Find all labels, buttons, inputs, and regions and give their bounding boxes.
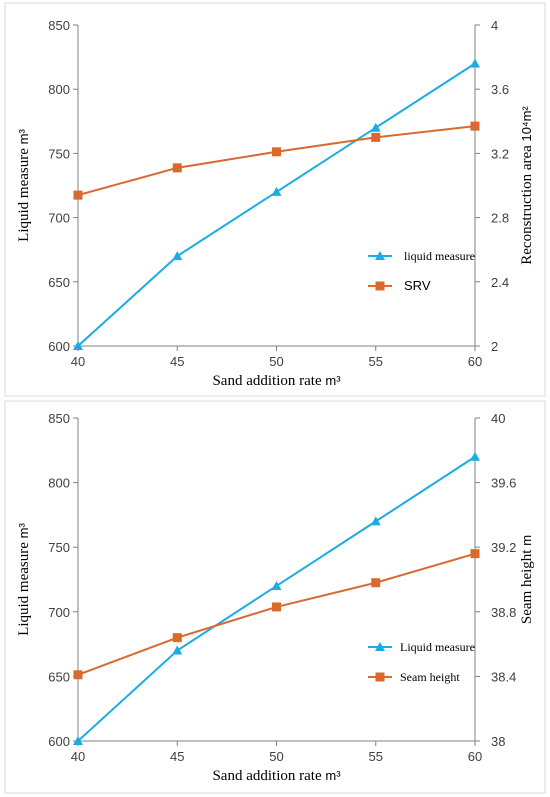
top-y-right-tick-label: 2.8: [491, 211, 509, 226]
top-x-tick-label: 45: [170, 354, 184, 369]
top-x-axis-title: Sand addition rate m³: [212, 373, 341, 389]
bottom-series-secondary-point: [470, 549, 480, 559]
bottom-series-secondary-point: [73, 670, 83, 680]
top-y-right-tick-label: 3.6: [491, 82, 509, 97]
bottom-chart-frame: [4, 400, 546, 794]
top-y-left-tick-label: 750: [48, 146, 70, 161]
bottom-y-left-title-text: Liquid measure: [16, 538, 32, 635]
chart-top-svg: 40 45 50 55 60 600 650 700 750 800 850 2 2.4 2.8 3.2 3.…: [4, 2, 546, 397]
bottom-series-liquid-measure-point: [470, 451, 480, 461]
chart-panel-top: 40 45 50 55 60 600 650 700 750 800 850 2 2.4 2.8 3.2 3.…: [4, 2, 546, 397]
bottom-x-axis-unit: m³: [325, 768, 341, 783]
top-y-left-tick-label: 850: [48, 18, 70, 33]
top-y-right-tick-label: 2: [491, 339, 498, 354]
top-x-tick-label: 50: [269, 354, 283, 369]
bottom-x-axis-title-text: Sand addition rate: [212, 768, 325, 784]
bottom-x-tick-label: 40: [71, 749, 85, 764]
top-series-secondary-point: [470, 121, 480, 131]
top-series-secondary-point: [371, 132, 381, 142]
bottom-y-left-title: Liquid measure m³: [16, 523, 32, 636]
bottom-x-tick-label: 45: [170, 749, 184, 764]
top-series-secondary-point: [272, 147, 281, 157]
top-x-axis-unit: m³: [325, 373, 341, 388]
top-x-tick-label: 40: [71, 354, 85, 369]
bottom-y-right-tick-label: 38.4: [491, 669, 516, 684]
bottom-x-tick-label: 60: [468, 749, 482, 764]
top-series-secondary-legend-label: SRV: [404, 278, 431, 293]
top-y-left-title-text: Liquid measure: [16, 144, 32, 241]
bottom-series-liquid-measure-point: [172, 645, 183, 655]
top-series-liquid-measure-point: [271, 186, 282, 196]
bottom-y-right-tick-label: 38.8: [491, 605, 516, 620]
bottom-y-left-tick-label: 700: [48, 605, 70, 620]
top-y-right-tick-label: 3.2: [491, 146, 509, 161]
bottom-series-liquid-measure-point: [271, 580, 282, 590]
top-y-right-tick-label: 2.4: [491, 275, 509, 290]
bottom-series-secondary-point: [172, 633, 182, 643]
top-y-left-tick-label: 600: [48, 339, 70, 354]
top-y-right-title-text: Reconstruction area: [519, 141, 535, 264]
bottom-x-tick-label: 50: [269, 749, 283, 764]
bottom-y-right-unit: m: [519, 535, 534, 546]
bottom-series-liquid-measure-point: [370, 516, 381, 526]
bottom-y-right-tick-label: 38: [491, 734, 505, 749]
top-series-liquid-measure-point: [172, 251, 183, 261]
bottom-y-right-tick-label: 40: [491, 411, 505, 426]
top-y-left-title: Liquid measure m³: [16, 129, 32, 242]
top-x-axis-title-text: Sand addition rate: [212, 373, 325, 389]
top-series-liquid-measure-point: [470, 58, 480, 68]
bottom-series-secondary-legend-marker: [375, 672, 385, 682]
bottom-series-liquid-measure-legend-marker: [375, 642, 385, 651]
top-y-right-title: Reconstruction area 10⁴m²: [519, 106, 535, 265]
top-y-left-unit: m³: [16, 129, 31, 145]
bottom-series-secondary-point: [371, 578, 381, 588]
chart-panel-bottom: 40 45 50 55 60 600 650 700 750 800 850 38 38.4 38.8 39…: [0, 399, 550, 797]
bottom-series-secondary-legend-label: Seam height: [400, 670, 460, 684]
top-y-left-tick-label: 650: [48, 275, 70, 290]
top-y-right-unit: 10⁴m²: [519, 106, 534, 142]
chart-bottom-svg: 40 45 50 55 60 600 650 700 750 800 850 38 38.4 38.8 39…: [4, 400, 546, 794]
bottom-series-secondary-point: [272, 602, 281, 612]
top-series-secondary-point: [172, 163, 182, 173]
top-y-left-tick-label: 700: [48, 211, 70, 226]
bottom-y-left-tick-label: 800: [48, 476, 70, 491]
bottom-y-right-tick-label: 39.2: [491, 540, 516, 555]
bottom-y-right-tick-label: 39.6: [491, 476, 516, 491]
top-x-tick-label: 55: [369, 354, 383, 369]
top-series-secondary-point: [73, 190, 83, 200]
top-series-liquid-measure-point: [73, 341, 83, 350]
bottom-x-tick-label: 55: [369, 749, 383, 764]
top-x-tick-label: 60: [468, 354, 482, 369]
top-series-liquid-measure-legend-label: liquid measure: [404, 249, 475, 263]
bottom-y-left-tick-label: 750: [48, 540, 70, 555]
bottom-y-left-unit: m³: [16, 523, 31, 539]
top-series-liquid-measure-legend-marker: [375, 251, 385, 260]
top-series-liquid-measure-point: [370, 122, 381, 132]
bottom-x-axis-title: Sand addition rate m³: [212, 768, 341, 784]
bottom-y-left-tick-label: 600: [48, 734, 70, 749]
top-series-secondary-legend-marker: [375, 281, 385, 291]
top-chart-frame: [4, 2, 546, 397]
bottom-y-left-tick-label: 850: [48, 411, 70, 426]
bottom-y-left-tick-label: 650: [48, 669, 70, 684]
bottom-y-right-title-text: Seam height: [519, 546, 535, 624]
top-y-right-tick-label: 4: [491, 18, 498, 33]
bottom-series-liquid-measure-legend-label: Liquid measure: [400, 640, 475, 654]
top-y-left-tick-label: 800: [48, 82, 70, 97]
bottom-series-liquid-measure-point: [73, 736, 83, 745]
bottom-y-right-title: Seam height m: [519, 535, 535, 624]
